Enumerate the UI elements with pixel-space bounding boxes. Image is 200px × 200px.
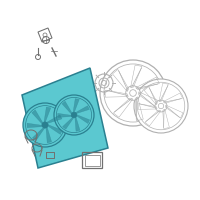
Circle shape xyxy=(137,82,185,130)
Circle shape xyxy=(126,86,140,100)
Polygon shape xyxy=(58,113,72,117)
Polygon shape xyxy=(22,68,108,168)
Circle shape xyxy=(155,100,167,112)
Circle shape xyxy=(100,60,166,126)
Polygon shape xyxy=(32,127,45,141)
Polygon shape xyxy=(32,110,43,124)
Circle shape xyxy=(134,79,188,133)
Polygon shape xyxy=(46,127,52,143)
Circle shape xyxy=(158,103,164,109)
Polygon shape xyxy=(44,107,51,123)
Bar xyxy=(82,152,102,168)
Polygon shape xyxy=(27,123,43,128)
Circle shape xyxy=(71,112,77,118)
Circle shape xyxy=(26,106,64,144)
Circle shape xyxy=(104,64,162,122)
Polygon shape xyxy=(73,99,79,113)
Circle shape xyxy=(42,122,48,128)
Polygon shape xyxy=(48,124,62,134)
Polygon shape xyxy=(76,115,90,124)
Polygon shape xyxy=(62,101,72,114)
Polygon shape xyxy=(75,117,80,131)
Polygon shape xyxy=(75,106,89,114)
Circle shape xyxy=(56,97,92,133)
Bar xyxy=(84,154,100,166)
Circle shape xyxy=(23,103,67,147)
Polygon shape xyxy=(63,117,74,129)
Circle shape xyxy=(54,95,94,135)
Circle shape xyxy=(130,90,136,96)
Polygon shape xyxy=(46,115,62,124)
